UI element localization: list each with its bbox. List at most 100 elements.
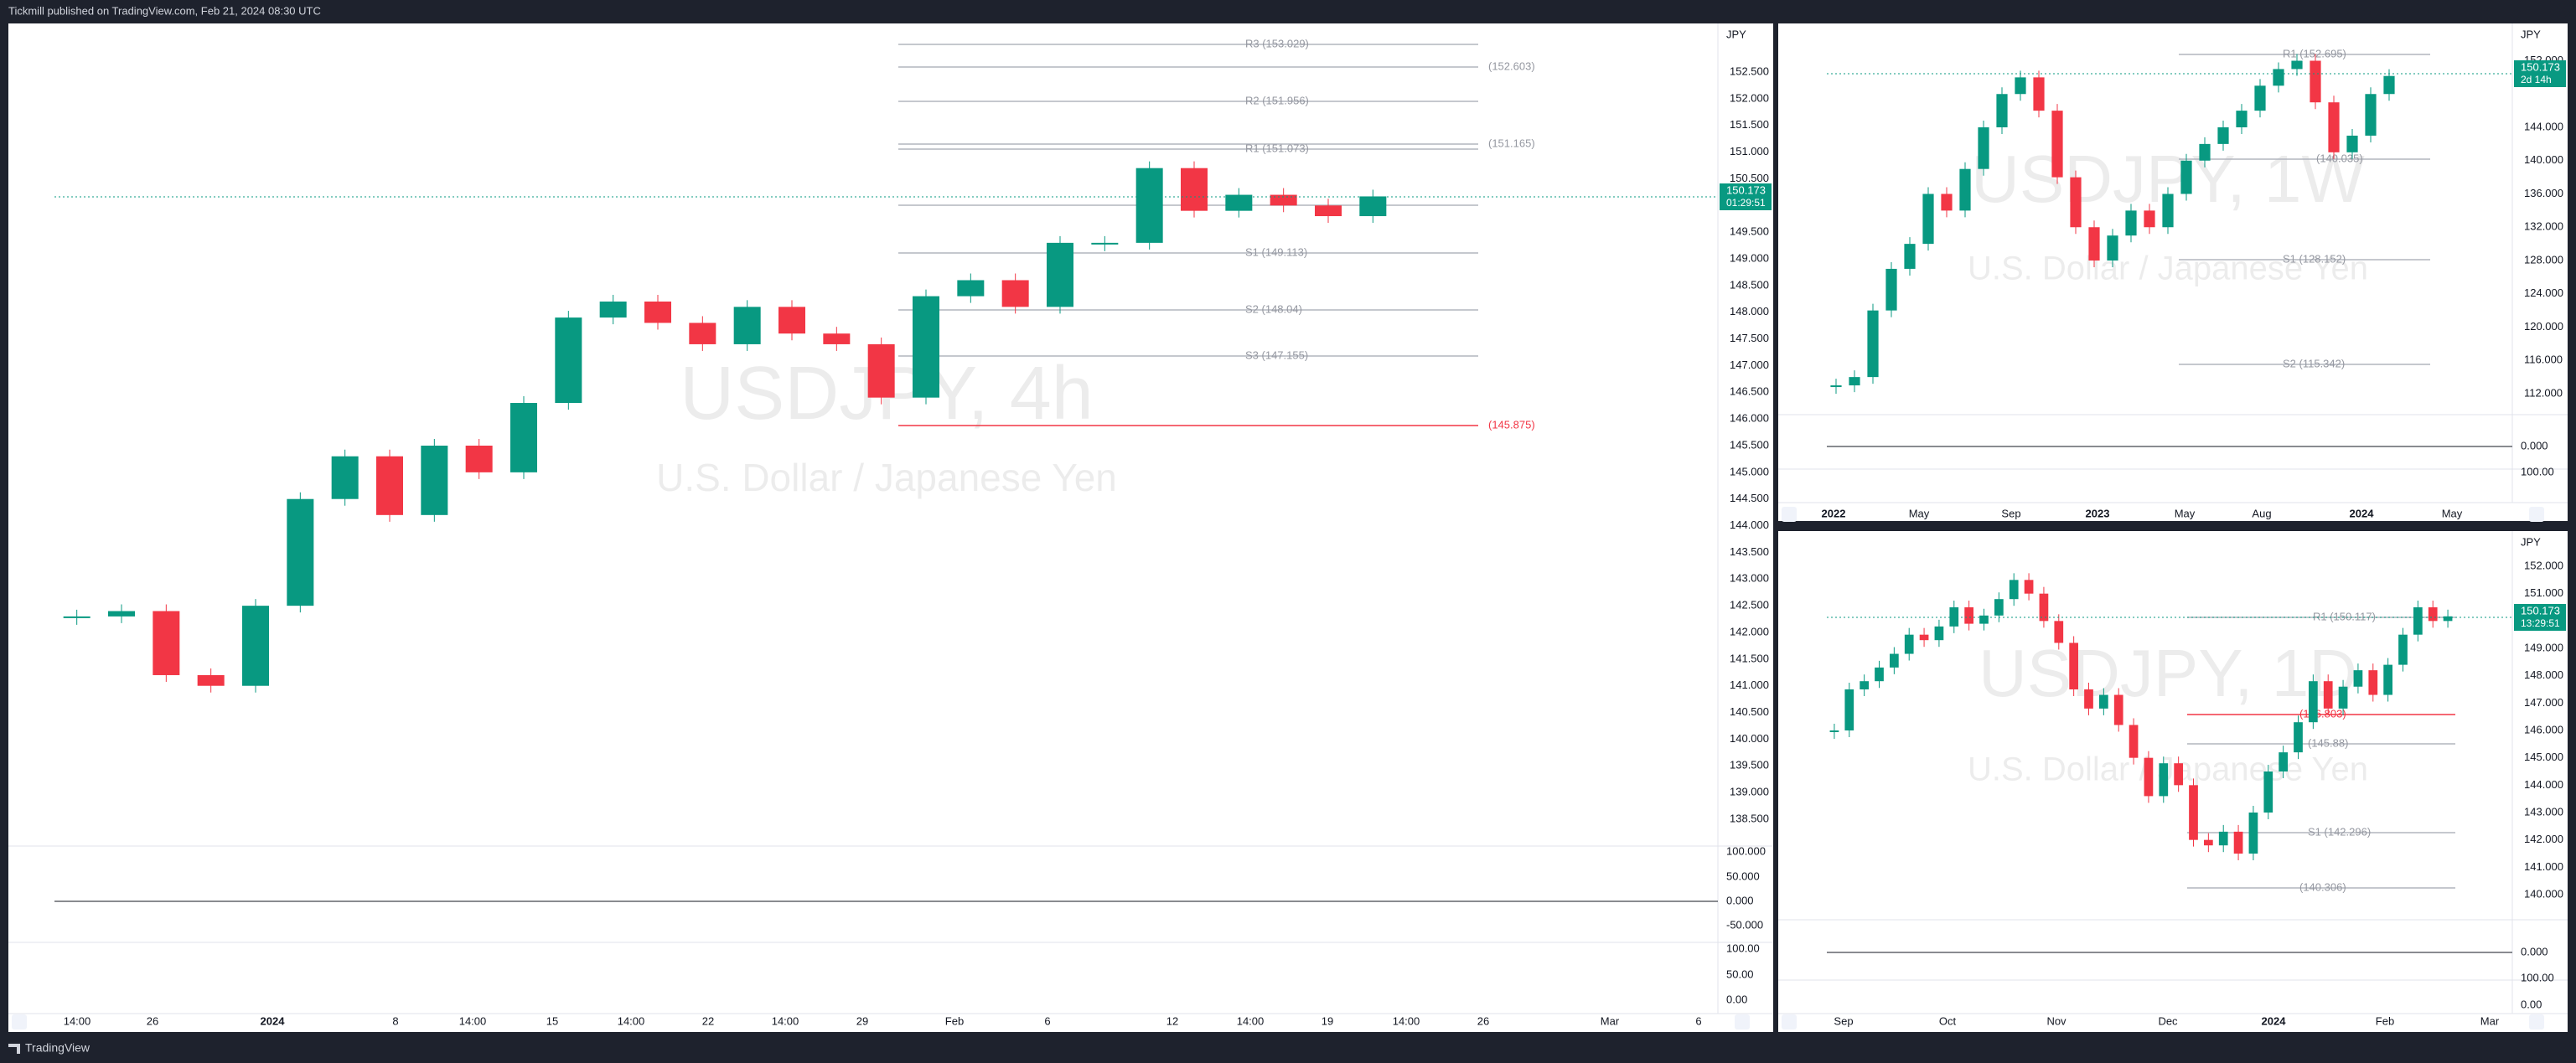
candle	[2443, 616, 2453, 622]
candle	[2263, 771, 2273, 813]
price-axis-label: 147.500	[1730, 332, 1769, 344]
candle	[63, 616, 91, 618]
time-axis-label: Oct	[1939, 1014, 1957, 1027]
candle	[2338, 686, 2348, 709]
price-axis-label: 145.500	[1730, 438, 1769, 451]
time-axis-label: 2022	[1822, 507, 1846, 519]
price-axis-label: 146.000	[2524, 723, 2563, 735]
time-axis-label: 14:00	[1237, 1014, 1265, 1027]
price-axis-label: 132.000	[2524, 220, 2563, 233]
watermark-desc: U.S. Dollar / Japanese Yen	[1968, 250, 2368, 287]
candle	[2099, 694, 2108, 709]
time-axis-label: 29	[856, 1014, 868, 1027]
candle	[2204, 839, 2213, 846]
candle	[1860, 681, 1869, 689]
candle	[913, 296, 939, 398]
price-tag-value: 150.173	[1726, 183, 1766, 196]
price-axis-label: 140.000	[2524, 153, 2563, 166]
candle	[2323, 681, 2333, 709]
price-axis-label: 120.000	[2524, 320, 2563, 333]
pivot-label: R1 (150.117)	[2313, 610, 2376, 622]
pivot-label: S1 (142.296)	[2308, 825, 2371, 838]
candle	[1979, 615, 1989, 624]
candle	[2015, 77, 2026, 95]
time-axis-label: Aug	[2252, 507, 2271, 519]
candle	[1270, 194, 1297, 206]
candle	[867, 343, 895, 398]
pivot-label: R3 (153.029)	[1245, 37, 1309, 49]
candle	[778, 307, 805, 334]
price-axis-label: 145.000	[1730, 465, 1769, 477]
price-axis-label: 128.000	[2524, 253, 2563, 266]
candle	[1890, 653, 1899, 668]
candle	[2383, 664, 2392, 695]
time-axis-label: Mar	[1601, 1014, 1620, 1027]
price-axis-label: 147.000	[1730, 359, 1769, 371]
candle	[1964, 607, 1973, 624]
price-axis-label: 148.000	[2524, 668, 2563, 681]
price-axis-label: 136.000	[2524, 187, 2563, 199]
price-axis-label: 151.000	[1730, 145, 1769, 157]
candle	[2353, 670, 2363, 687]
price-axis-label: 141.000	[1730, 679, 1769, 691]
candle	[2368, 670, 2378, 695]
candle	[733, 307, 761, 344]
price-tag-countdown: 13:29:51	[2521, 617, 2560, 629]
candle	[2107, 235, 2118, 261]
osc-axis-label: -50.000	[1726, 918, 1763, 931]
osc-axis-label: 100.00	[2521, 465, 2554, 477]
candle	[2199, 143, 2211, 161]
price-axis-label: 150.500	[1730, 172, 1769, 184]
candle	[2248, 813, 2258, 854]
currency-label: JPY	[2521, 535, 2541, 548]
candle	[465, 446, 493, 472]
time-axis-label: Sep	[2001, 507, 2020, 519]
candle	[2024, 580, 2034, 594]
time-axis-label: 2024	[261, 1014, 286, 1027]
candle	[2273, 69, 2284, 86]
osc-axis-label: 0.00	[2521, 998, 2542, 1010]
candle	[1994, 599, 2004, 616]
candle	[1091, 242, 1119, 245]
candle	[2365, 94, 2377, 136]
time-axis-label: 15	[546, 1014, 558, 1027]
candle	[2383, 75, 2395, 95]
price-axis-label: 152.500	[1730, 65, 1769, 77]
price-axis-label: 147.000	[2524, 696, 2563, 709]
candle	[599, 301, 627, 318]
candle	[823, 333, 851, 344]
a-button	[2529, 1014, 2544, 1029]
candle	[2009, 580, 2019, 600]
candle	[2039, 593, 2049, 622]
candle	[1978, 127, 1989, 169]
price-axis-label: 142.000	[1730, 625, 1769, 637]
candle	[421, 446, 448, 515]
time-axis-label: Dec	[2158, 1014, 2178, 1027]
candle	[1225, 194, 1253, 211]
price-axis-label: 144.000	[1730, 519, 1769, 531]
time-axis-label: 26	[147, 1014, 158, 1027]
time-axis-label: 6	[1695, 1014, 1701, 1027]
price-axis-label: 143.500	[1730, 545, 1769, 558]
z-button	[12, 1014, 27, 1029]
pivot-label: (140.035)	[2316, 152, 2363, 164]
a-button	[2529, 507, 2544, 522]
pivot-label: S2 (148.04)	[1245, 302, 1302, 315]
candle	[1047, 242, 1073, 307]
candle	[153, 611, 180, 675]
candle	[2162, 194, 2174, 228]
price-axis-label: 140.000	[2524, 887, 2563, 900]
brand: TradingView	[25, 1041, 91, 1055]
candle	[2144, 210, 2155, 228]
candle	[2236, 111, 2248, 127]
z-button	[1782, 1014, 1797, 1029]
time-axis-label: 22	[702, 1014, 714, 1027]
time-axis-label: May	[2442, 507, 2463, 519]
candle	[2398, 634, 2408, 665]
price-axis-label: 139.000	[1730, 786, 1769, 798]
time-axis-label: 8	[392, 1014, 398, 1027]
candle	[331, 456, 359, 499]
time-axis-label: May	[1909, 507, 1930, 519]
pivot-label: R1 (151.073)	[1245, 142, 1309, 154]
osc-axis-label: 50.00	[1726, 968, 1754, 980]
